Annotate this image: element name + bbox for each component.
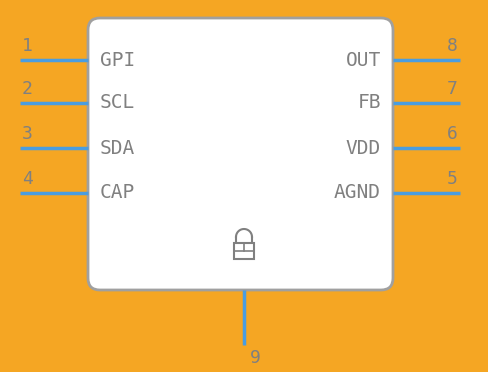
Text: 6: 6 xyxy=(447,125,458,143)
Text: 1: 1 xyxy=(22,37,33,55)
Text: 8: 8 xyxy=(447,37,458,55)
Text: FB: FB xyxy=(358,93,381,112)
FancyBboxPatch shape xyxy=(88,18,393,290)
Bar xyxy=(234,243,254,259)
Text: 2: 2 xyxy=(22,80,33,98)
Text: SCL: SCL xyxy=(100,93,135,112)
Text: CAP: CAP xyxy=(100,183,135,202)
Text: SDA: SDA xyxy=(100,138,135,157)
Text: 7: 7 xyxy=(447,80,458,98)
Text: AGND: AGND xyxy=(334,183,381,202)
Text: 4: 4 xyxy=(22,170,33,188)
Text: 9: 9 xyxy=(250,349,261,367)
Text: GPI: GPI xyxy=(100,51,135,70)
Text: 3: 3 xyxy=(22,125,33,143)
Text: OUT: OUT xyxy=(346,51,381,70)
Text: VDD: VDD xyxy=(346,138,381,157)
Text: 5: 5 xyxy=(447,170,458,188)
